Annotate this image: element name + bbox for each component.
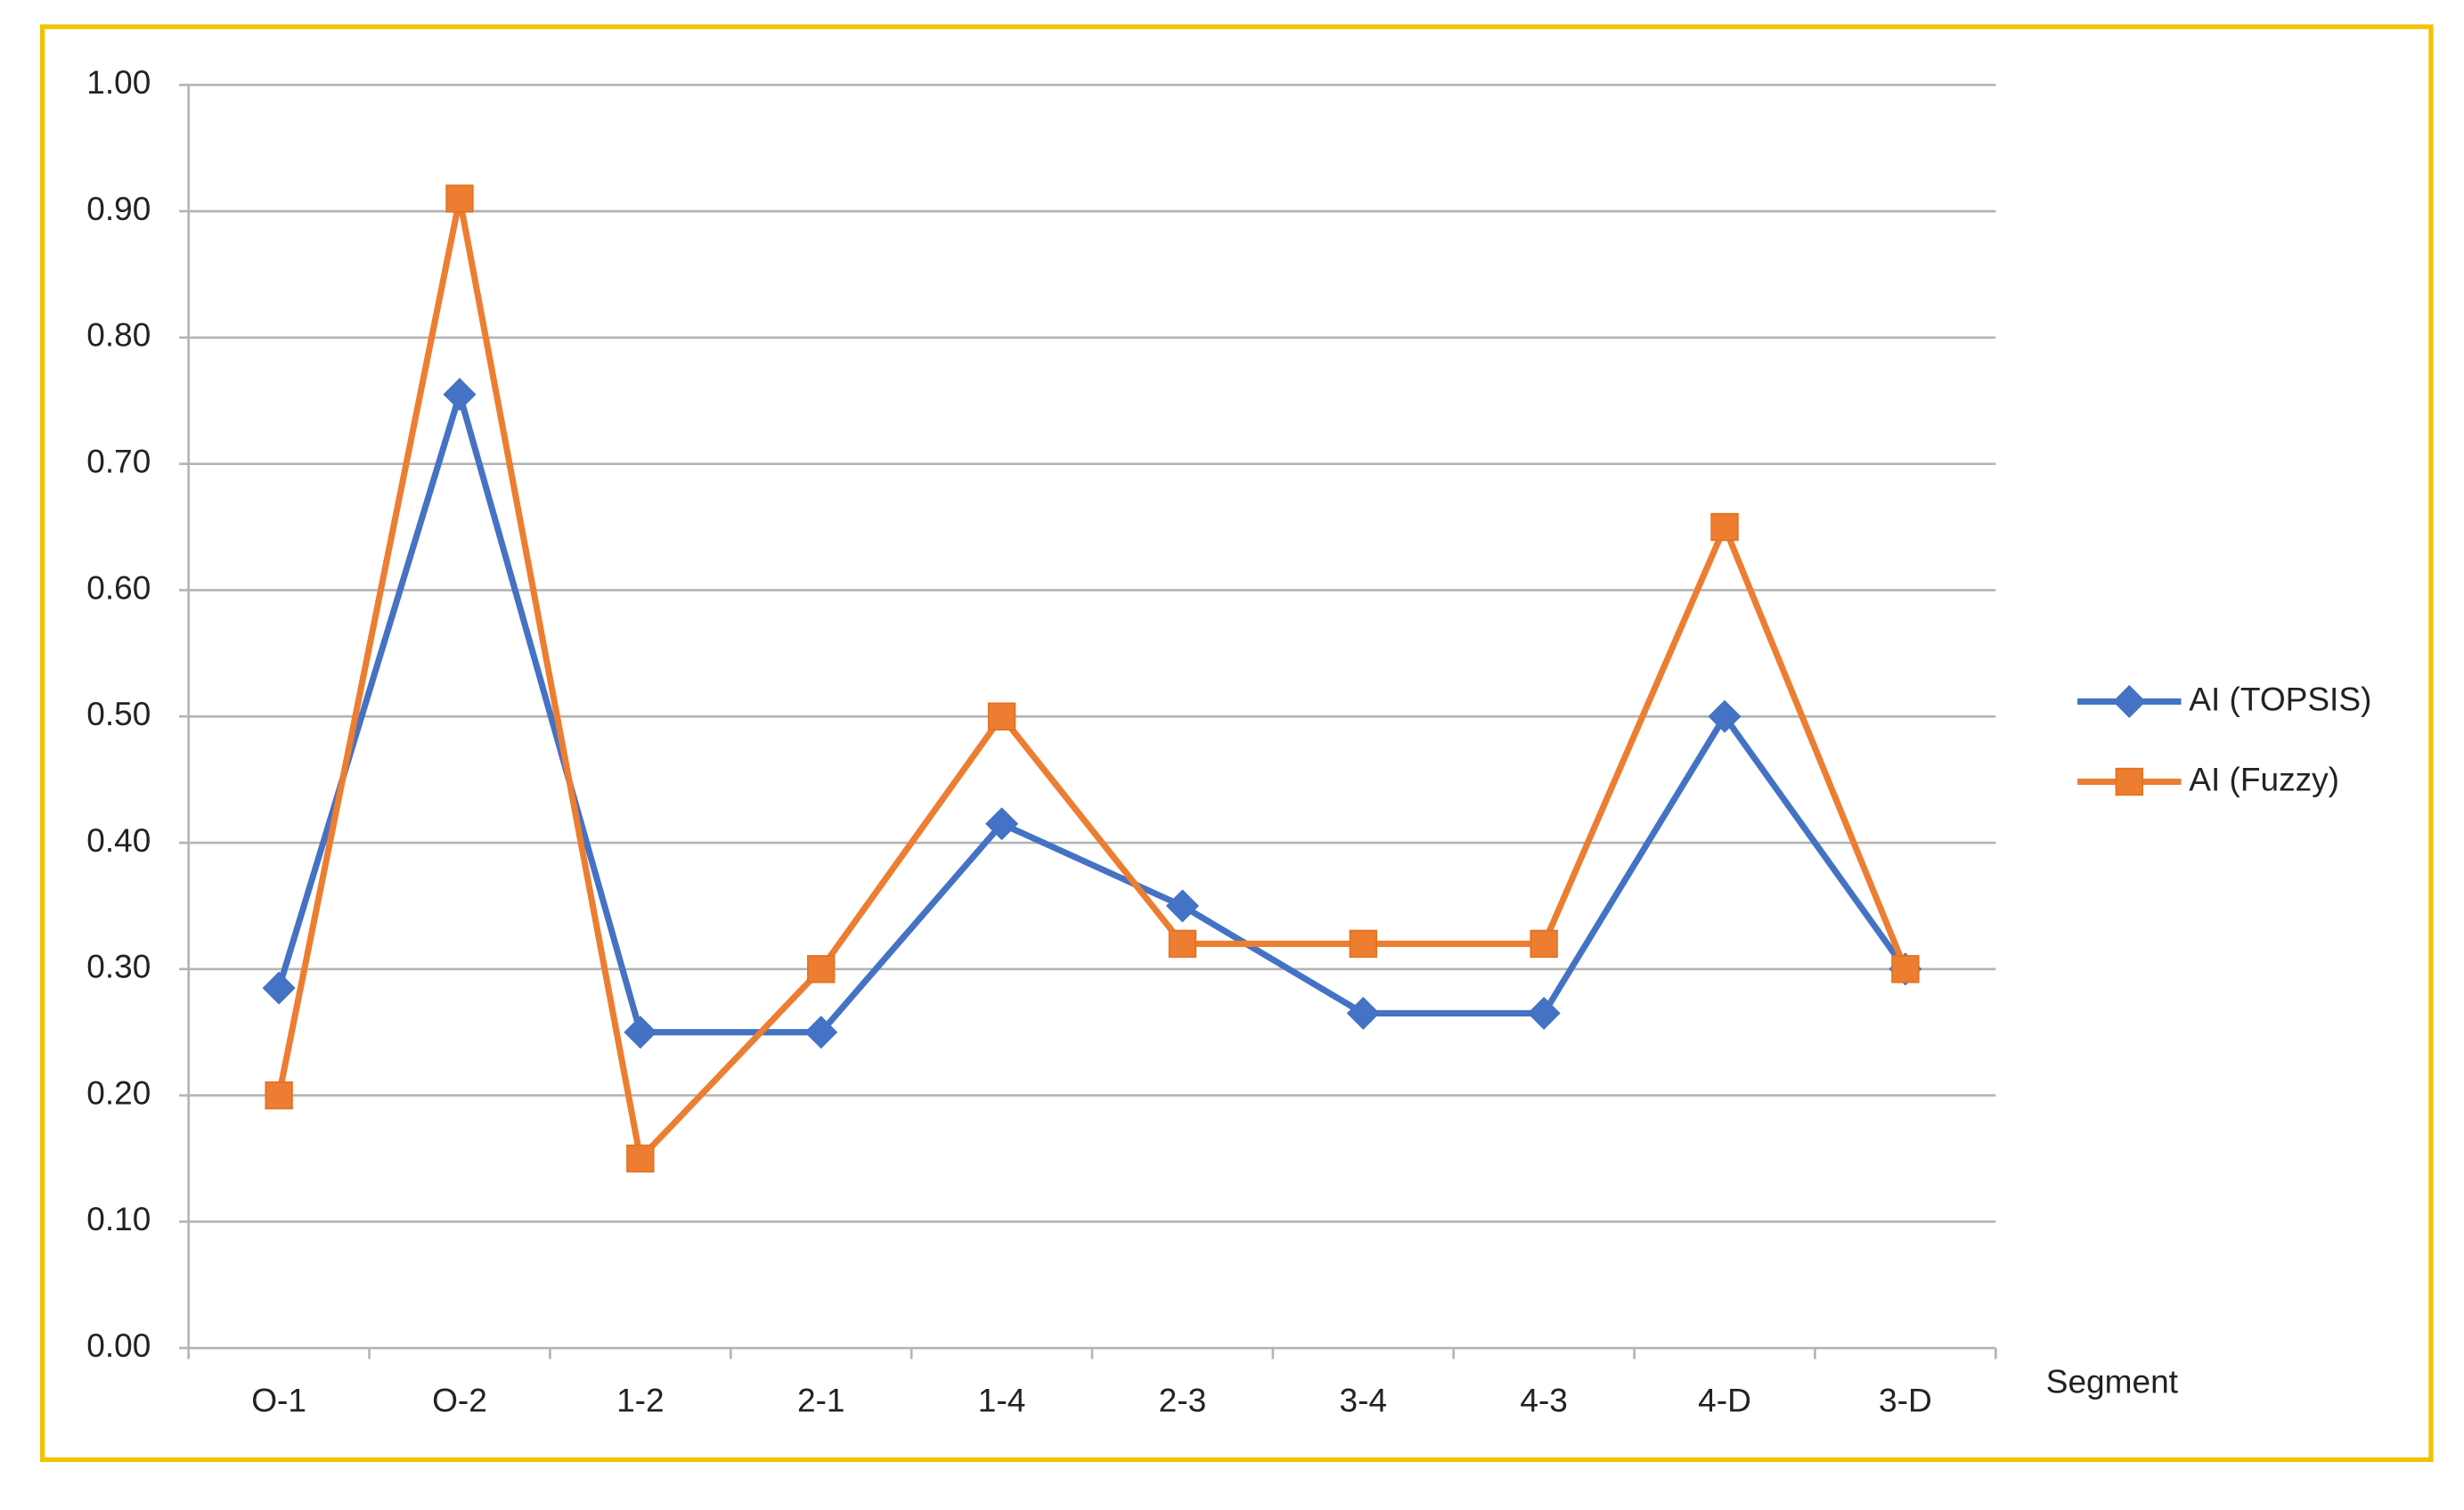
data-point [1165,889,1199,923]
data-point [1527,996,1561,1030]
data-point [1168,929,1197,959]
y-tick-label: 0.40 [86,821,151,859]
x-tick-label: 2-3 [1159,1382,1207,1419]
series-line [275,391,1908,1036]
data-point [807,955,836,984]
x-tick-label: 3-D [1879,1382,1932,1419]
chart-frame [39,24,2434,1463]
data-point [262,971,296,1005]
data-point [987,702,1016,731]
x-tick-label: O-1 [251,1382,306,1419]
x-tick-label: 2-1 [797,1382,845,1419]
y-tick-label: 0.30 [86,948,151,985]
data-point [1349,929,1377,959]
legend-marker [2115,767,2143,796]
x-tick-label: 1-2 [616,1382,665,1419]
data-point [443,378,477,412]
y-tick-label: 1.00 [86,63,151,101]
y-tick-label: 0.60 [86,568,151,606]
data-point [624,1016,657,1049]
y-tick-label: 0.70 [86,442,151,479]
data-point [1708,699,1742,733]
data-point [626,1144,655,1173]
data-point [445,184,474,213]
y-tick-label: 0.00 [86,1326,151,1364]
x-tick-label: 4-3 [1520,1382,1568,1419]
legend-label: AI (TOPSIS) [2189,680,2371,717]
data-point [265,1081,293,1110]
data-point [985,807,1019,841]
x-tick-label: 3-4 [1340,1382,1388,1419]
data-point [1710,512,1739,542]
data-point [1530,929,1558,959]
data-point [804,1016,838,1049]
x-tick-label: O-2 [432,1382,487,1419]
x-tick-label: 4-D [1698,1382,1751,1419]
x-tick-label: 1-4 [978,1382,1026,1419]
legend-marker [2112,684,2146,719]
y-tick-label: 0.90 [86,190,151,227]
y-tick-label: 0.50 [86,695,151,732]
legend-label: AI (Fuzzy) [2189,760,2339,797]
y-tick-label: 0.80 [86,316,151,354]
data-point [1891,955,1920,984]
y-tick-label: 0.20 [86,1073,151,1111]
x-axis-title: Segment [2046,1363,2179,1400]
data-point [1346,996,1380,1030]
series-line [275,195,1909,1163]
y-tick-label: 0.10 [86,1200,151,1237]
